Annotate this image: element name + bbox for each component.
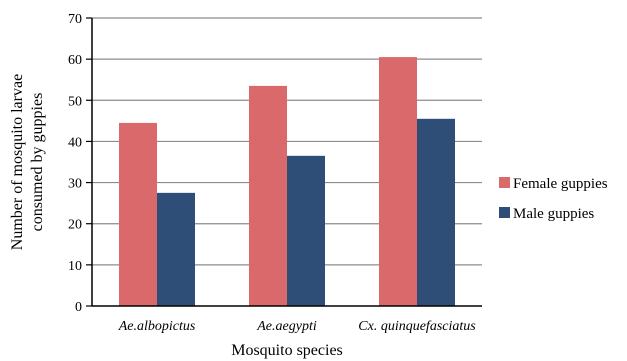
bar-male <box>157 192 195 306</box>
y-tick-label: 0 <box>75 300 82 315</box>
x-category-labels: Ae.albopictus Ae.aegypti Cx. quinquefascia… <box>118 319 477 334</box>
y-axis-title-line: Number of mosquito larvae <box>9 74 26 250</box>
x-category-label: Ae.albopictus <box>118 319 196 334</box>
bar-male <box>417 118 455 306</box>
legend-label: Male guppies <box>513 206 594 222</box>
legend-label: Female guppies <box>513 176 608 192</box>
bars <box>119 57 455 307</box>
y-tick-label: 60 <box>68 53 82 68</box>
bar-female <box>249 85 287 306</box>
y-tick-label: 40 <box>68 135 82 150</box>
axes <box>91 18 482 307</box>
y-tick-label: 10 <box>68 259 82 274</box>
x-axis-title: Mosquito species <box>231 342 343 359</box>
y-tick-label: 50 <box>68 94 82 109</box>
y-tick-label: 70 <box>68 12 82 27</box>
y-axis-title-line: consumed by guppies <box>29 93 46 232</box>
x-category-label: Cx. quinquefasciatus <box>358 319 476 334</box>
legend-swatch <box>499 207 510 218</box>
bar-female <box>119 122 157 307</box>
y-tick-label: 20 <box>68 218 82 233</box>
legend: Female guppies Male guppies <box>499 176 608 222</box>
y-tick-label: 30 <box>68 177 82 192</box>
y-tick-labels: 0 10 20 30 40 50 60 70 <box>68 12 82 315</box>
bar-female <box>379 57 417 307</box>
bar-male <box>287 155 325 306</box>
x-category-label: Ae.aegypti <box>256 319 317 334</box>
legend-swatch <box>499 177 510 188</box>
y-axis-title: Number of mosquito larvae consumed by gup… <box>9 74 46 250</box>
